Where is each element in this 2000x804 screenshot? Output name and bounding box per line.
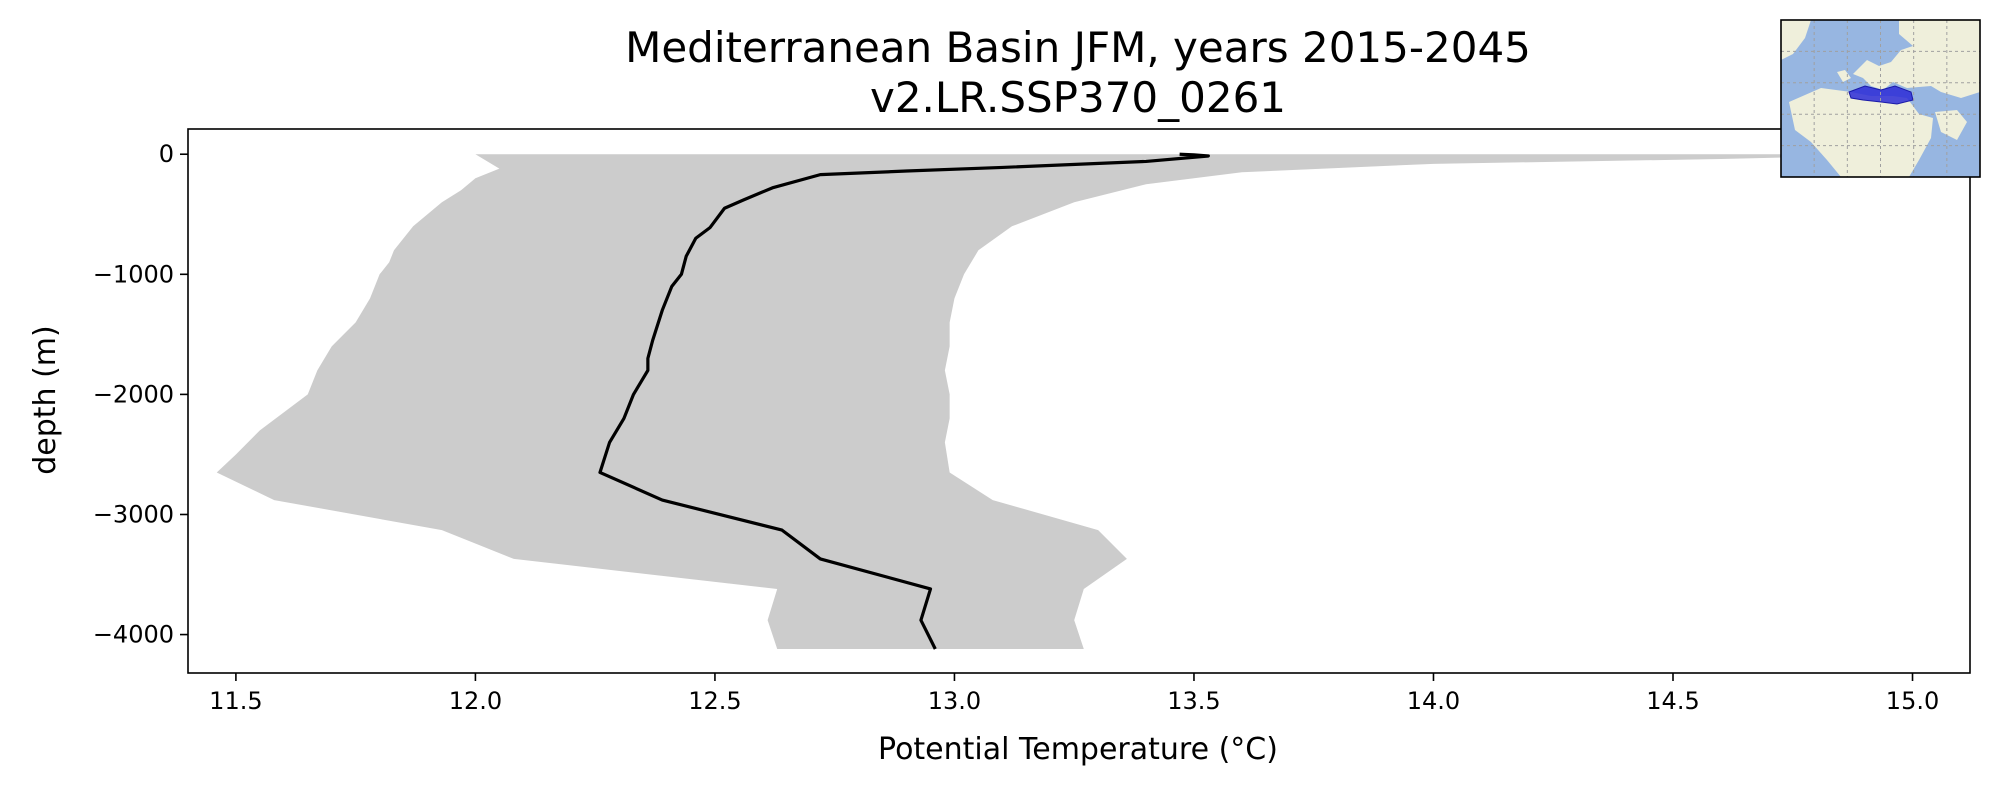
chart-title: Mediterranean Basin JFM, years 2015-2045 (625, 23, 1531, 72)
plot-area (187, 128, 1971, 674)
x-tick-label: 12.0 (449, 687, 502, 715)
chart-subtitle: v2.LR.SSP370_0261 (870, 73, 1286, 122)
x-tick-label: 11.5 (209, 687, 262, 715)
y-tick-label: 0 (159, 140, 174, 168)
y-tick-label: −1000 (93, 260, 174, 288)
y-tick-label: −2000 (93, 380, 174, 408)
x-tick-label: 13.0 (928, 687, 981, 715)
x-tick-label: 14.0 (1407, 687, 1460, 715)
map-land-eurasia (1853, 20, 1980, 98)
x-axis: 11.5 12.0 12.5 13.0 13.5 14.0 14.5 15.0 (209, 673, 1939, 715)
plot-frame (187, 128, 1971, 674)
x-tick-label: 15.0 (1886, 687, 1939, 715)
map-land-iberia (1837, 70, 1851, 82)
x-axis-label: Potential Temperature (°C) (878, 732, 1278, 767)
y-tick-label: −3000 (93, 500, 174, 528)
x-tick-label: 12.5 (688, 687, 741, 715)
y-axis: 0 −1000 −2000 −3000 −4000 (93, 140, 188, 649)
map-frame (1780, 19, 1981, 178)
y-tick-label: −4000 (93, 621, 174, 649)
map-land-arabia (1935, 110, 1967, 140)
mean-profile-line (598, 152, 1210, 650)
y-axis-label: depth (m) (28, 325, 63, 475)
inset-map (1780, 19, 1981, 178)
spread-band (216, 154, 1913, 649)
map-land-africa (1789, 88, 1933, 177)
x-tick-label: 14.5 (1646, 687, 1699, 715)
map-land-northwest (1781, 20, 1811, 60)
x-tick-label: 13.5 (1167, 687, 1220, 715)
